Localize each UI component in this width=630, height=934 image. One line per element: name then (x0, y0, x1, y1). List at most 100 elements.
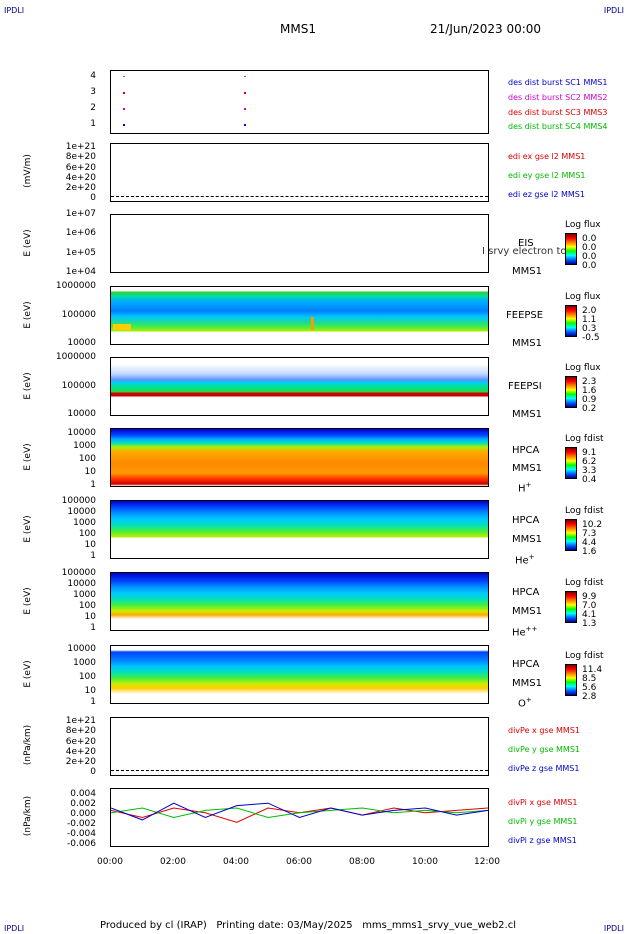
tick: 1e+05 (65, 248, 96, 258)
burst-mark-sc3 (123, 92, 125, 94)
x-tick-label: 04:00 (223, 857, 249, 867)
edi-panel (110, 143, 489, 202)
tick: 0.002 (70, 799, 96, 809)
legend-entry: des dist burst SC2 MMS2 (508, 93, 608, 102)
colorbar-value: 7.0 (582, 601, 597, 611)
instrument-label: HPCA (512, 587, 540, 598)
feepse-flux-patch (113, 324, 131, 330)
colorbar (565, 305, 577, 337)
tick: 1000000 (55, 281, 96, 291)
tick: 1 (90, 623, 96, 633)
ion-name: O (518, 698, 526, 710)
tick: 0.004 (70, 789, 96, 799)
ion-charge: + (525, 481, 532, 489)
colorbar-title: Log flux (565, 220, 601, 230)
corner-label-bl: IPDLI (4, 924, 25, 933)
colorbar-value: -0.5 (582, 333, 600, 343)
corner-label-tr: IPDLI (603, 6, 624, 15)
divpi-plot (111, 802, 488, 823)
burst-mark-sc1 (244, 124, 246, 126)
colorbar-value: 2.3 (582, 377, 597, 387)
colorbar-value: 4.1 (582, 610, 597, 620)
tick: 1000 (73, 518, 96, 528)
y-axis-label: E (eV) (23, 229, 33, 257)
spacecraft-label: MMS1 (512, 463, 542, 474)
y-axis-label: (nPa/km) (23, 724, 33, 766)
tick: -0.002 (66, 819, 96, 829)
heplusplus-spectrogram (110, 572, 489, 631)
y-axis-label: E (eV) (23, 515, 33, 543)
colorbar-value: 9.1 (582, 448, 597, 458)
tick: 1000 (73, 658, 96, 668)
spacecraft-label: MMS1 (512, 534, 542, 545)
colorbar-value: 6.2 (582, 457, 597, 467)
tick: 10000 (67, 507, 96, 517)
tick: 1e+07 (65, 209, 96, 219)
colorbar-value: 0.0 (582, 243, 597, 253)
x-tick-label: 00:00 (97, 857, 123, 867)
colorbar-title: Log fdist (565, 578, 604, 588)
tick: 3 (90, 87, 96, 97)
legend-entry: edi ex gse l2 MMS1 (508, 152, 586, 161)
ion-name: He (515, 555, 529, 567)
colorbar-value: 2.0 (582, 306, 597, 316)
tick: 10 (84, 612, 96, 622)
colorbar-title: Log flux (565, 363, 601, 373)
tick: 10000 (67, 579, 96, 589)
colorbar-value: 1.6 (582, 386, 597, 396)
y-axis-label: E (eV) (23, 301, 33, 329)
spacecraft-label: MMS1 (512, 266, 542, 277)
tick: 100 (78, 672, 96, 682)
tick: 2e+20 (65, 757, 96, 767)
series-line (111, 802, 488, 821)
colorbar-value: 0.0 (582, 261, 597, 271)
colorbar-title: Log fdist (565, 651, 604, 661)
colorbar (565, 376, 577, 408)
burst-panel (110, 70, 489, 134)
ion-name: H (518, 483, 526, 495)
eis-panel (110, 214, 489, 273)
tick: 0 (90, 193, 96, 203)
colorbar (565, 664, 577, 696)
colorbar-value: 2.8 (582, 692, 597, 702)
burst-mark-sc2 (123, 108, 125, 110)
tick: -0.006 (66, 839, 96, 849)
x-tick-label: 12:00 (474, 857, 500, 867)
colorbar-value: 11.4 (582, 665, 603, 675)
feepsi-spectrogram (110, 357, 489, 416)
legend-entry: divPe x gse MMS1 (508, 726, 580, 735)
ion-charge: + (528, 553, 535, 561)
colorbar-value: 0.2 (582, 404, 597, 414)
colorbar-value: 0.0 (582, 252, 597, 262)
spacecraft-label: MMS1 (512, 606, 542, 617)
instrument-label: HPCA (512, 659, 540, 670)
colorbar-value: 9.9 (582, 592, 597, 602)
tick: 100 (78, 454, 96, 464)
tick: 2e+20 (65, 183, 96, 193)
ion-label: He+ (515, 553, 535, 566)
legend-entry: divPi y gse MMS1 (508, 817, 578, 826)
corner-label-br: IPDLI (603, 924, 624, 933)
tick: 100000 (61, 381, 96, 391)
colorbar-title: Log flux (565, 292, 601, 302)
tick: 100000 (61, 496, 96, 506)
heplus-spectrogram (110, 500, 489, 559)
tick: 8e+20 (65, 152, 96, 162)
colorbar-value: 4.4 (582, 538, 597, 548)
tick: 8e+20 (65, 726, 96, 736)
y-axis-label: E (eV) (23, 660, 33, 688)
colorbar-title: Log fdist (565, 434, 604, 444)
x-tick-label: 10:00 (412, 857, 438, 867)
colorbar-value: 0.3 (582, 324, 597, 334)
date-title: 21/Jun/2023 00:00 (430, 22, 542, 36)
tick: 0.000 (70, 809, 96, 819)
tick: 6e+20 (65, 163, 96, 173)
tick: 1 (90, 480, 96, 490)
y-axis-label: E (eV) (23, 372, 33, 400)
tick: 1e+21 (65, 142, 96, 152)
tick: 4e+20 (65, 173, 96, 183)
tick: 1e+21 (65, 716, 96, 726)
y-axis-label: (nPa/km) (23, 795, 33, 837)
hplus-spectrogram (110, 428, 489, 487)
instrument-label: FEEPSI (508, 381, 542, 392)
